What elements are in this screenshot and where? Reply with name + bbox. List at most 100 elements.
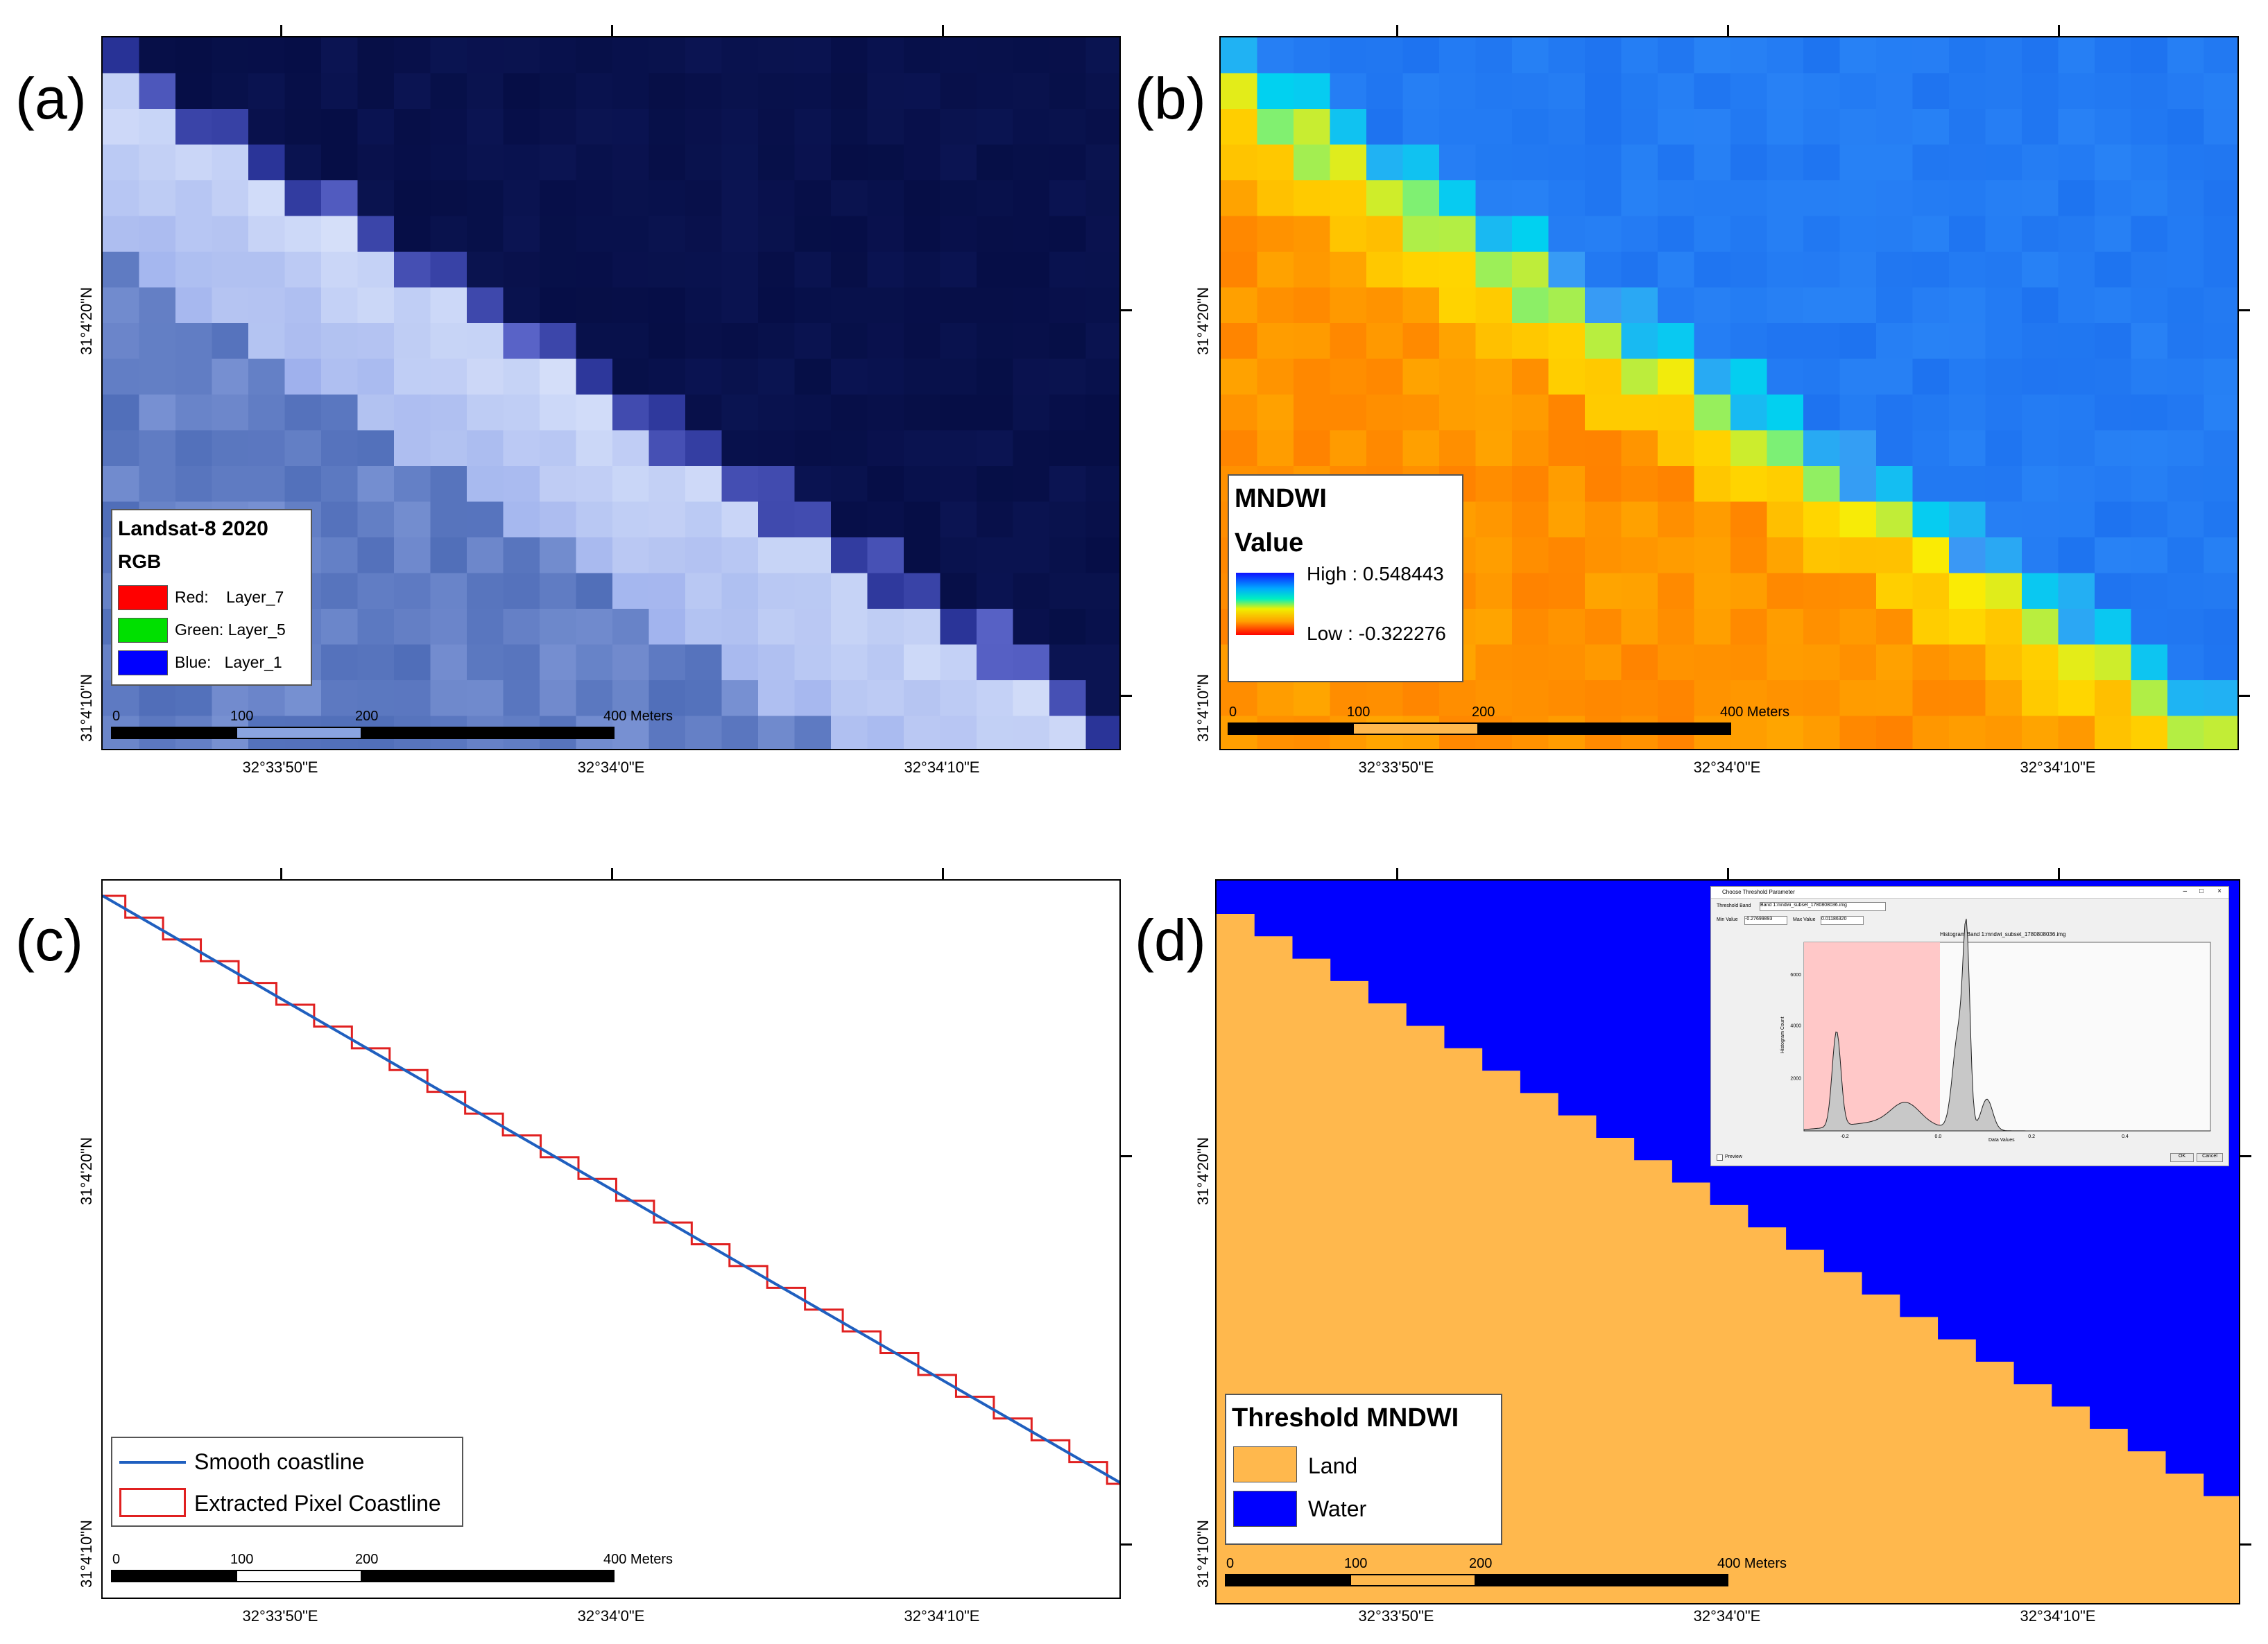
raster-cell (831, 395, 868, 431)
raster-cell (321, 216, 359, 252)
raster-cell (904, 716, 941, 749)
raster-cell (1839, 109, 1877, 146)
threshold-selection[interactable] (1804, 942, 1940, 1131)
raster-cell (139, 73, 176, 110)
legend-swatch-land (1233, 1446, 1297, 1482)
raster-cell (1294, 287, 1331, 324)
raster-cell (794, 466, 832, 503)
raster-cell (2022, 501, 2059, 538)
raster-cell (2203, 37, 2237, 74)
raster-cell (503, 430, 540, 467)
band-field[interactable]: Band 1:mndwi_subset_1780808036.img (1760, 902, 1886, 911)
minimize-icon[interactable]: – (2183, 888, 2187, 895)
max-field[interactable]: 0.01186320 (1821, 916, 1864, 925)
raster-cell (212, 73, 249, 110)
raster-cell (284, 466, 322, 503)
raster-cell (831, 323, 868, 360)
raster-cell (977, 287, 1014, 324)
raster-cell (1439, 287, 1477, 324)
raster-cell (1839, 37, 1877, 74)
min-field[interactable]: -0.27699893 (1744, 916, 1787, 925)
legend-color-ramp (1236, 573, 1294, 635)
raster-cell (2095, 501, 2132, 538)
raster-cell (503, 216, 540, 252)
raster-cell (1512, 37, 1549, 74)
raster-cell (1257, 37, 1294, 74)
raster-cell (2022, 73, 2059, 110)
raster-cell (1294, 180, 1331, 217)
raster-cell (1949, 73, 1986, 110)
raster-cell (1548, 466, 1586, 503)
raster-cell (1085, 680, 1119, 717)
raster-cell (2058, 501, 2095, 538)
raster-cell (721, 680, 759, 717)
raster-cell (139, 37, 176, 74)
raster-cell (940, 323, 977, 360)
raster-cell (212, 395, 249, 431)
raster-cell (1439, 323, 1477, 360)
raster-cell (1767, 109, 1804, 146)
threshold-dialog[interactable]: Choose Threshold Parameter – □ × Thresho… (1710, 886, 2229, 1166)
raster-cell (1085, 144, 1119, 181)
cancel-button[interactable]: Cancel (2197, 1153, 2223, 1162)
raster-cell (758, 609, 796, 646)
raster-cell (1330, 680, 1367, 717)
pixel-coastline-symbol (119, 1488, 186, 1517)
raster-cell (1330, 109, 1367, 146)
raster-cell (2095, 287, 2132, 324)
raster-cell (357, 573, 395, 609)
raster-cell (831, 573, 868, 609)
raster-cell (1013, 216, 1050, 252)
raster-cell (794, 180, 832, 217)
scale-bar-d: 0 100 200 400 Meters (1225, 1556, 1787, 1591)
raster-cell (2131, 180, 2168, 217)
raster-cell (394, 395, 431, 431)
close-icon[interactable]: × (2217, 888, 2222, 895)
raster-cell (1294, 216, 1331, 252)
raster-cell (1475, 430, 1513, 467)
raster-cell (503, 609, 540, 646)
raster-cell (1013, 37, 1050, 74)
raster-cell (1548, 109, 1586, 146)
raster-cell (503, 501, 540, 538)
scale-label: 100 (230, 1552, 254, 1567)
raster-cell (904, 37, 941, 74)
raster-cell (430, 395, 467, 431)
raster-cell (1694, 216, 1731, 252)
raster-cell (977, 609, 1014, 646)
raster-cell (540, 144, 577, 181)
raster-cell (540, 501, 577, 538)
raster-cell (248, 216, 286, 252)
raster-cell (1658, 466, 1695, 503)
raster-cell (1402, 73, 1440, 110)
raster-cell (212, 180, 249, 217)
scale-segment (236, 727, 362, 739)
maximize-icon[interactable]: □ (2199, 888, 2203, 895)
raster-cell (977, 180, 1014, 217)
preview-checkbox[interactable] (1717, 1154, 1723, 1161)
raster-cell (904, 323, 941, 360)
raster-cell (1221, 358, 1258, 395)
raster-cell (1730, 180, 1768, 217)
raster-cell (103, 37, 140, 74)
raster-cell (1330, 395, 1367, 431)
histogram-title: Histogram Band 1:mndwi_subset_1780808036… (1940, 931, 2066, 937)
raster-cell (139, 395, 176, 431)
raster-cell (357, 395, 395, 431)
ok-button[interactable]: OK (2170, 1153, 2194, 1162)
raster-cell (1402, 144, 1440, 181)
raster-cell (357, 466, 395, 503)
raster-cell (2203, 287, 2237, 324)
raster-cell (1658, 73, 1695, 110)
raster-cell (721, 216, 759, 252)
scale-segment (361, 727, 615, 739)
raster-cell (1876, 323, 1914, 360)
raster-cell (1839, 395, 1877, 431)
raster-cell (831, 466, 868, 503)
raster-cell (1330, 144, 1367, 181)
legend-landsat: Landsat-8 2020 RGB Red: Layer_7 Green: L… (111, 509, 312, 686)
raster-cell (2022, 358, 2059, 395)
raster-cell (2203, 252, 2237, 288)
raster-cell (1548, 323, 1586, 360)
raster-cell (1985, 573, 2022, 609)
